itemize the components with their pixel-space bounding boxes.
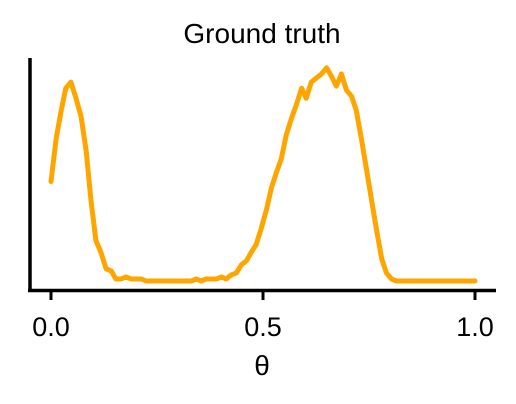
plot-area: [48, 65, 478, 284]
x-ticks: 0.0 0.5 1.0: [32, 292, 494, 342]
series-line-0: [48, 65, 478, 284]
x-tick-label: 1.0: [456, 312, 494, 342]
x-tick-label: 0.5: [244, 312, 282, 342]
x-axis-label: θ: [254, 350, 270, 381]
x-tick-label: 0.0: [32, 312, 70, 342]
chart-title: Ground truth: [183, 18, 340, 49]
